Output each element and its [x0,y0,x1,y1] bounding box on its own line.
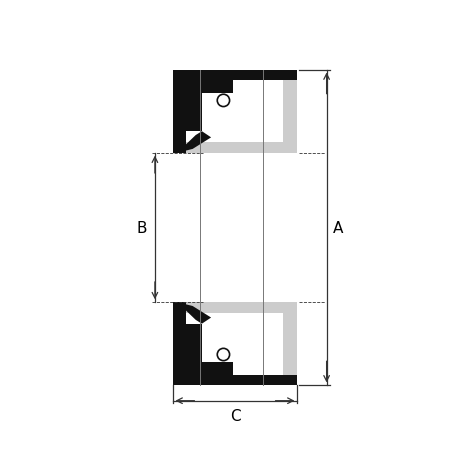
Polygon shape [186,143,297,153]
Polygon shape [172,375,297,386]
Polygon shape [186,324,202,363]
Polygon shape [172,302,186,386]
Polygon shape [283,375,297,386]
Circle shape [217,348,229,361]
Text: C: C [229,409,240,424]
Polygon shape [283,70,297,81]
Polygon shape [172,70,297,81]
Polygon shape [186,81,202,132]
Polygon shape [186,81,232,94]
Polygon shape [186,313,283,375]
Polygon shape [177,132,211,153]
Circle shape [217,95,229,107]
Polygon shape [172,70,186,153]
Polygon shape [186,363,232,375]
Polygon shape [283,70,297,153]
Polygon shape [186,302,297,313]
Polygon shape [177,302,211,324]
Text: A: A [332,220,342,235]
Polygon shape [186,81,283,143]
Polygon shape [283,302,297,386]
Text: B: B [136,220,147,235]
